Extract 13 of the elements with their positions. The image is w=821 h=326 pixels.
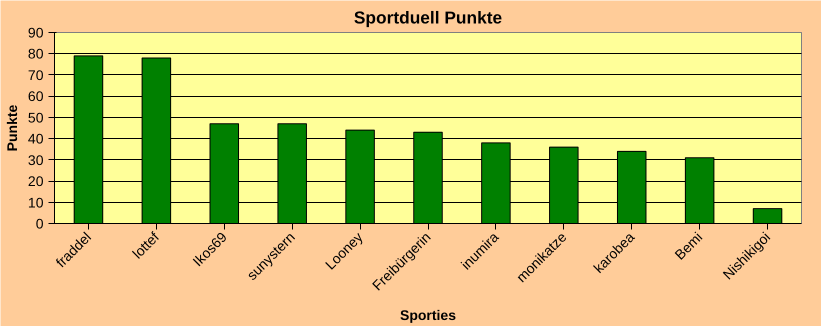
chart-title: Sportduell Punkte: [354, 8, 502, 28]
y-tick-label: 0: [36, 216, 44, 232]
y-tick-label: 60: [28, 88, 44, 104]
y-tick-label: 30: [28, 152, 44, 168]
y-tick-label: 70: [28, 66, 44, 83]
y-tick-label: 40: [28, 130, 44, 147]
y-tick-label: 10: [28, 194, 44, 210]
y-tick-label: 20: [28, 173, 44, 190]
y-tick-label: 50: [28, 109, 44, 126]
y-axis-title: Punkte: [4, 104, 20, 152]
y-tick-label: 80: [28, 46, 44, 62]
y-tick-label: 90: [28, 24, 44, 40]
x-axis-title: Sporties: [400, 307, 456, 324]
